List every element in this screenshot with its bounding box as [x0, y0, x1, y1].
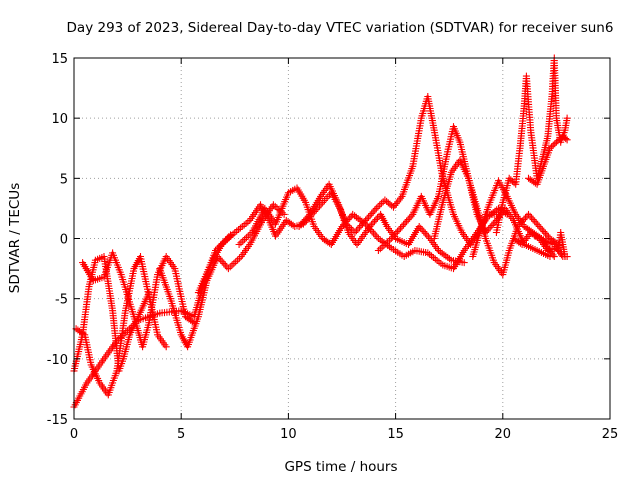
- y-axis-label: SDTVAR / TECUs: [7, 183, 23, 293]
- y-tick-label: 0: [60, 233, 68, 248]
- y-tick-label: 15: [51, 52, 68, 67]
- y-tick-label: -10: [47, 353, 68, 368]
- y-tick-labels: -15 -10 -5 0 5 10 15: [47, 52, 68, 428]
- y-tick-label: 5: [60, 172, 68, 187]
- x-tick-label: 10: [280, 427, 297, 442]
- axis-ticks: [73, 57, 611, 420]
- series-track-15: [525, 132, 571, 188]
- data-points: [70, 54, 571, 411]
- x-axis-label: GPS time / hours: [284, 459, 397, 475]
- series-track-8: [295, 93, 503, 248]
- x-tick-label: 15: [387, 427, 404, 442]
- x-tick-label: 25: [602, 427, 619, 442]
- series-track-10: [430, 156, 563, 279]
- chart-title: Day 293 of 2023, Sidereal Day-to-day VTE…: [67, 20, 614, 36]
- x-tick-label: 5: [177, 427, 185, 442]
- series-track-14: [531, 229, 569, 261]
- x-tick-label: 0: [70, 427, 78, 442]
- y-tick-label: -15: [47, 413, 68, 428]
- series-track-7: [235, 184, 511, 273]
- x-tick-label: 20: [495, 427, 512, 442]
- x-tick-labels: 0 5 10 15 20 25: [70, 427, 618, 442]
- y-tick-label: -5: [55, 293, 68, 308]
- y-tick-label: 10: [51, 112, 68, 127]
- series-track-4: [79, 249, 198, 351]
